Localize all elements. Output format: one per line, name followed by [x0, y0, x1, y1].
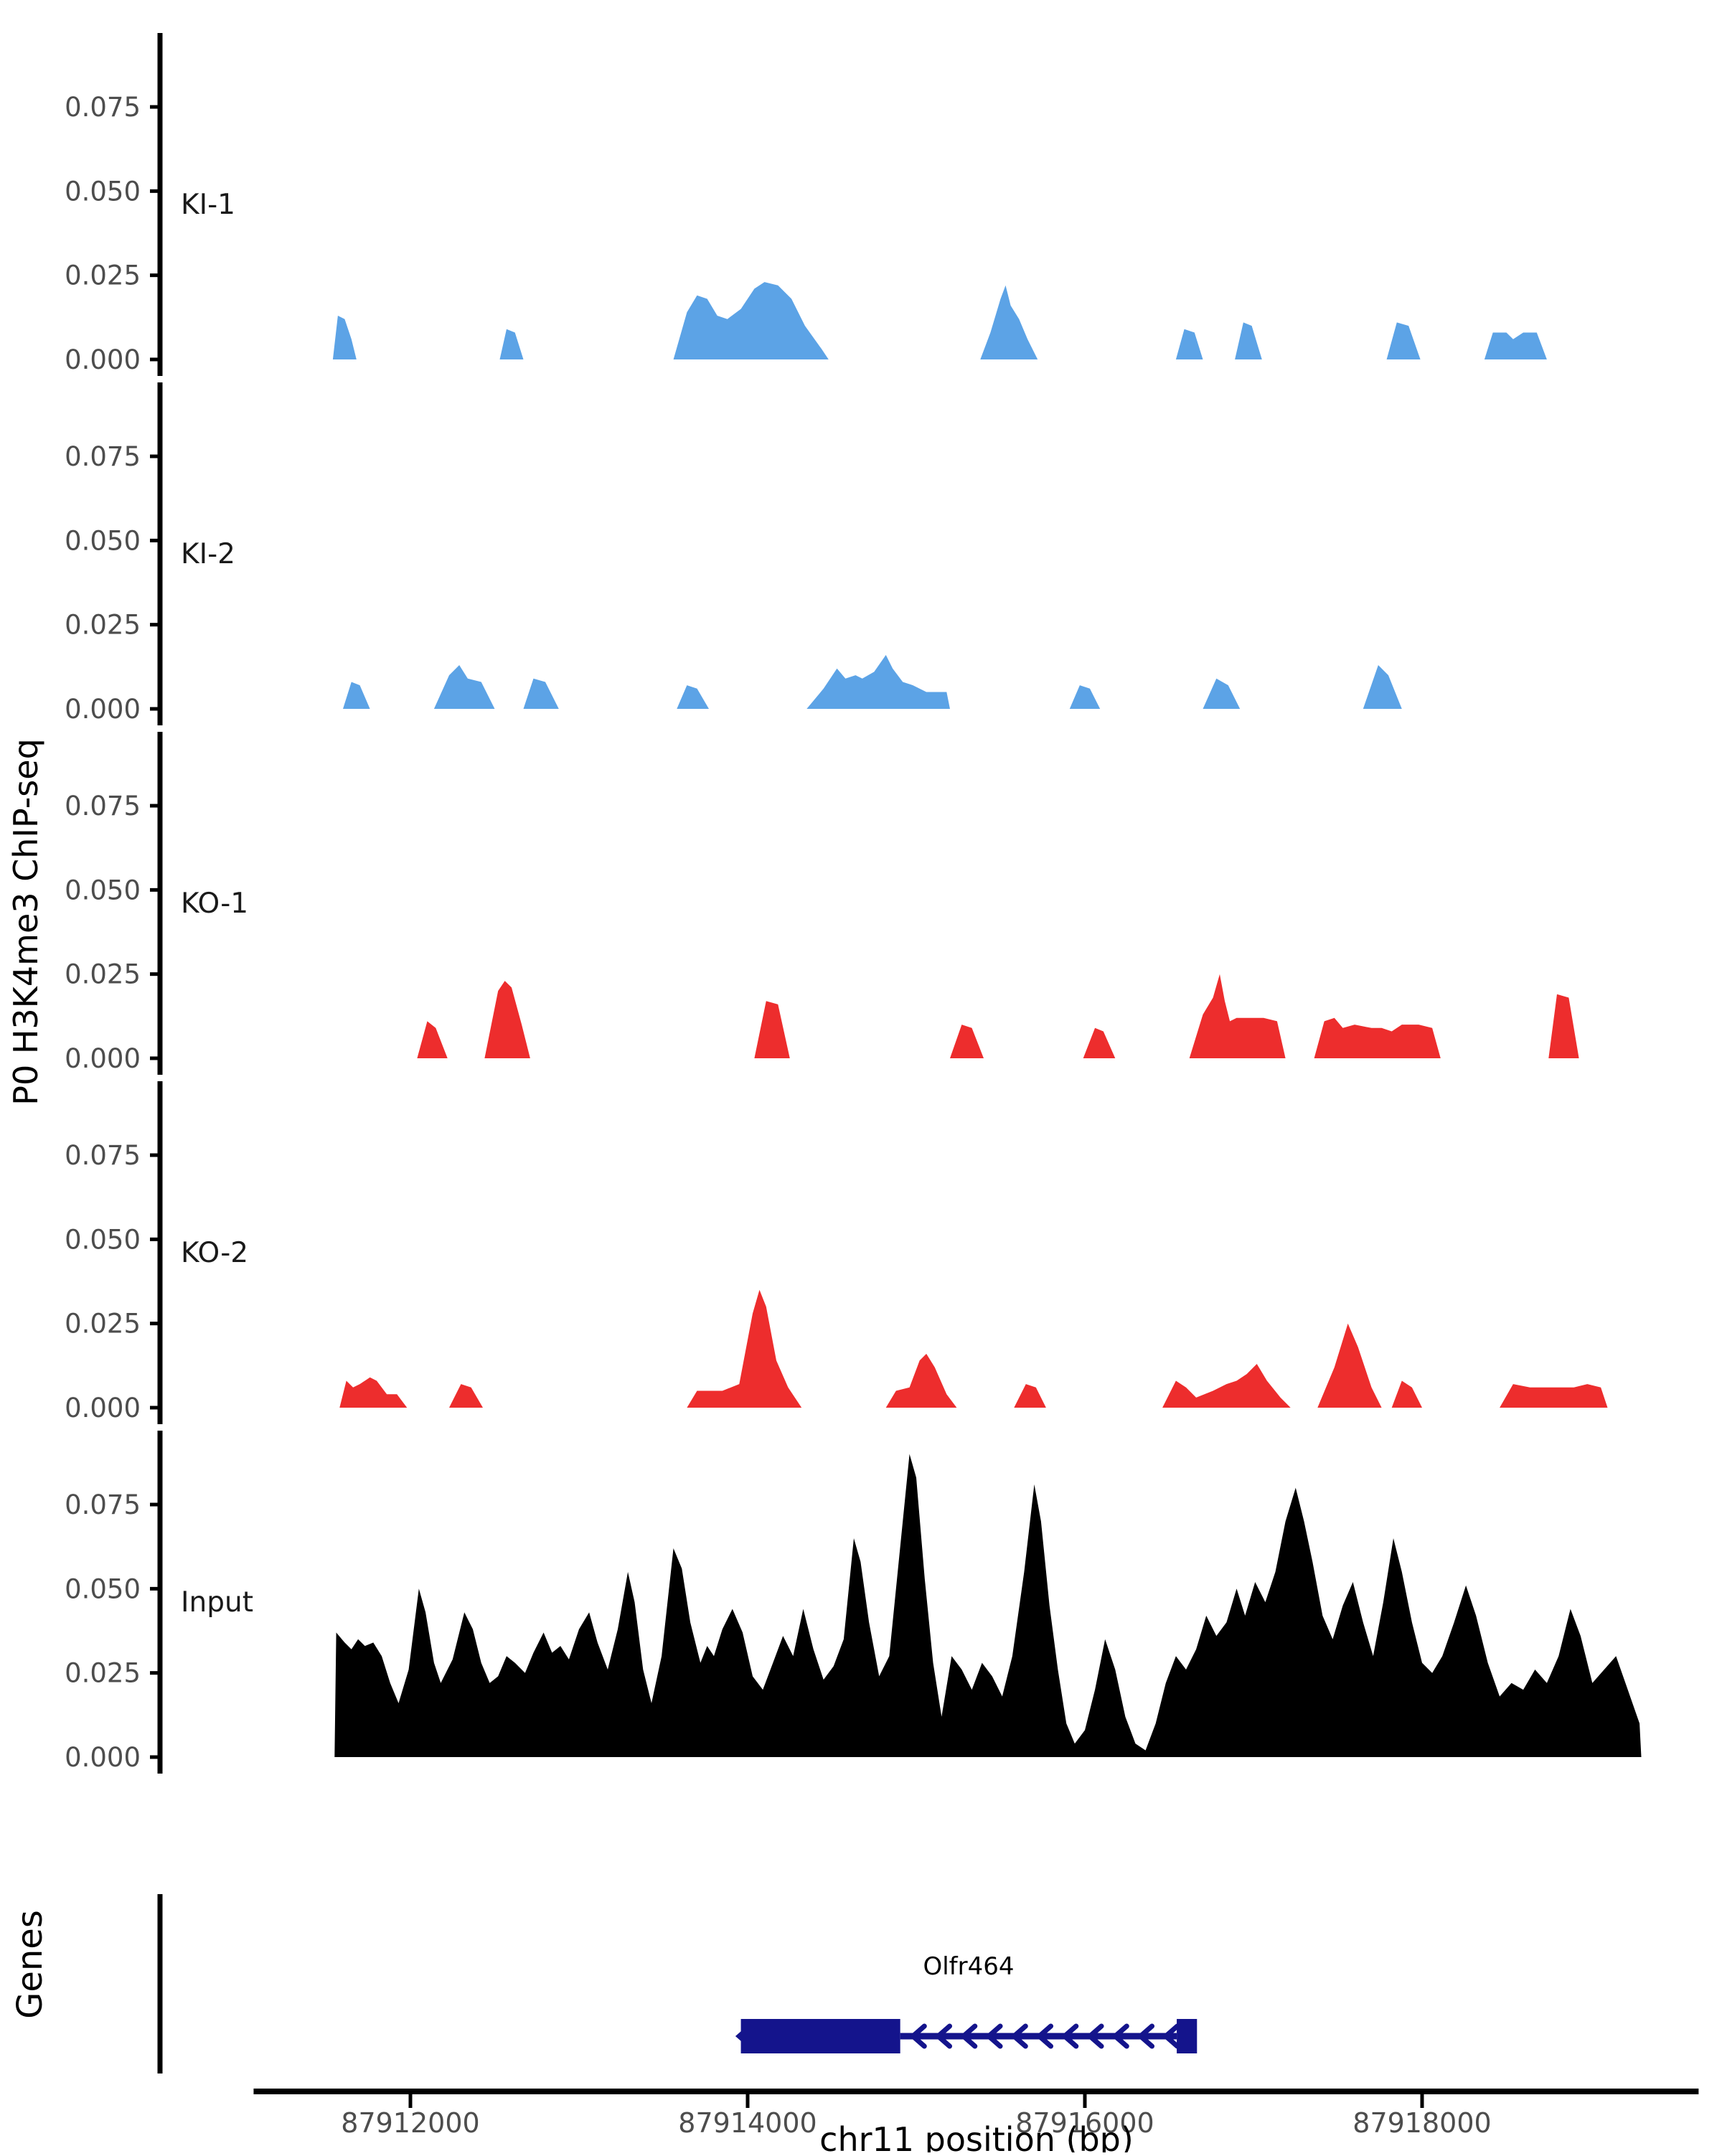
coverage-area-Input	[334, 1454, 1642, 1757]
x-tick-label: 87912000	[341, 2107, 479, 2139]
panel-KI-2: 0.000 0.025 0.050 0.075 KI-2	[65, 382, 1402, 725]
y-tick-label-Input: 0.075	[65, 1489, 141, 1520]
coverage-area-KI-2	[343, 654, 1402, 709]
coverage-area-KI-1	[332, 282, 1547, 359]
y-tick-label-KO-1: 0.000	[65, 1043, 141, 1074]
y-tick-label-KO-2: 0.050	[65, 1224, 141, 1255]
panel-KO-1: 0.000 0.025 0.050 0.075 KO-1	[65, 732, 1579, 1075]
x-tick-label: 87918000	[1352, 2107, 1491, 2139]
panel-KO-2: 0.000 0.025 0.050 0.075 KO-2	[65, 1081, 1608, 1424]
generated-layers: 0.0000.0250.0500.075KI-10.0000.0250.0500…	[65, 33, 1699, 2139]
gene-strand-arrow-icon	[1137, 2023, 1155, 2049]
gene-exon-left	[740, 2019, 900, 2053]
gene-strand-arrow-icon	[1060, 2023, 1079, 2049]
y-tick-label-KI-1: 0.025	[65, 260, 141, 291]
track-label-KO-1: KO-1	[181, 888, 248, 920]
gene-strand-arrow-icon	[959, 2023, 978, 2049]
gene-exon-right	[1177, 2019, 1198, 2053]
y-tick-label-KO-1: 0.025	[65, 959, 141, 990]
genes-axis-title: Genes	[10, 1910, 50, 2019]
y-tick-label-KI-1: 0.000	[65, 344, 141, 375]
track-label-KO-2: KO-2	[181, 1237, 248, 1269]
y-tick-label-KI-2: 0.050	[65, 525, 141, 556]
gene-strand-arrow-icon	[984, 2023, 1003, 2049]
gene-strand-arrow-icon	[1162, 2023, 1180, 2049]
y-tick-label-KI-1: 0.075	[65, 92, 141, 123]
y-tick-label-KO-2: 0.000	[65, 1393, 141, 1423]
gene-strand-arrow-icon	[934, 2023, 953, 2049]
track-label-Input: Input	[181, 1586, 253, 1619]
y-tick-label-KO-2: 0.075	[65, 1140, 141, 1171]
y-tick-label-KI-2: 0.075	[65, 441, 141, 472]
x-tick-label: 87916000	[1015, 2107, 1154, 2139]
y-tick-label-Input: 0.050	[65, 1573, 141, 1604]
gene-strand-arrow-icon	[1035, 2023, 1054, 2049]
y-tick-label-KO-1: 0.075	[65, 791, 141, 822]
panel-genes	[157, 1894, 1198, 2073]
panel-Input: 0.000 0.025 0.050 0.075 Input	[65, 1431, 1642, 1774]
y-tick-label-KI-2: 0.000	[65, 694, 141, 725]
x-axis: 87912000 87914000 87916000 87918000	[253, 2089, 1699, 2139]
x-axis-title: chr11 position (bp)	[819, 2120, 1134, 2152]
y-tick-label-KO-1: 0.050	[65, 875, 141, 905]
gene-strand-arrow-icon	[1111, 2023, 1129, 2049]
y-axis-title: P0 H3K4me3 ChIP-seq	[6, 738, 45, 1106]
gene-strand-arrow-icon	[1010, 2023, 1028, 2049]
y-tick-label-Input: 0.025	[65, 1658, 141, 1689]
track-label-KI-2: KI-2	[181, 538, 235, 570]
gene-strand-arrow-icon	[1086, 2023, 1104, 2049]
y-tick-label-Input: 0.000	[65, 1742, 141, 1773]
gene-name-label: Olfr464	[923, 1952, 1014, 1981]
coverage-area-KO-2	[339, 1289, 1608, 1408]
y-tick-label-KI-1: 0.050	[65, 176, 141, 207]
track-label-KI-1: KI-1	[181, 189, 235, 221]
gene-strand-arrow-icon	[908, 2023, 927, 2049]
x-tick-label: 87914000	[678, 2107, 817, 2139]
y-tick-label-KI-2: 0.025	[65, 610, 141, 641]
y-tick-label-KO-2: 0.025	[65, 1309, 141, 1340]
panel-KI-1: 0.000 0.025 0.050 0.075 KI-1	[65, 33, 1547, 376]
